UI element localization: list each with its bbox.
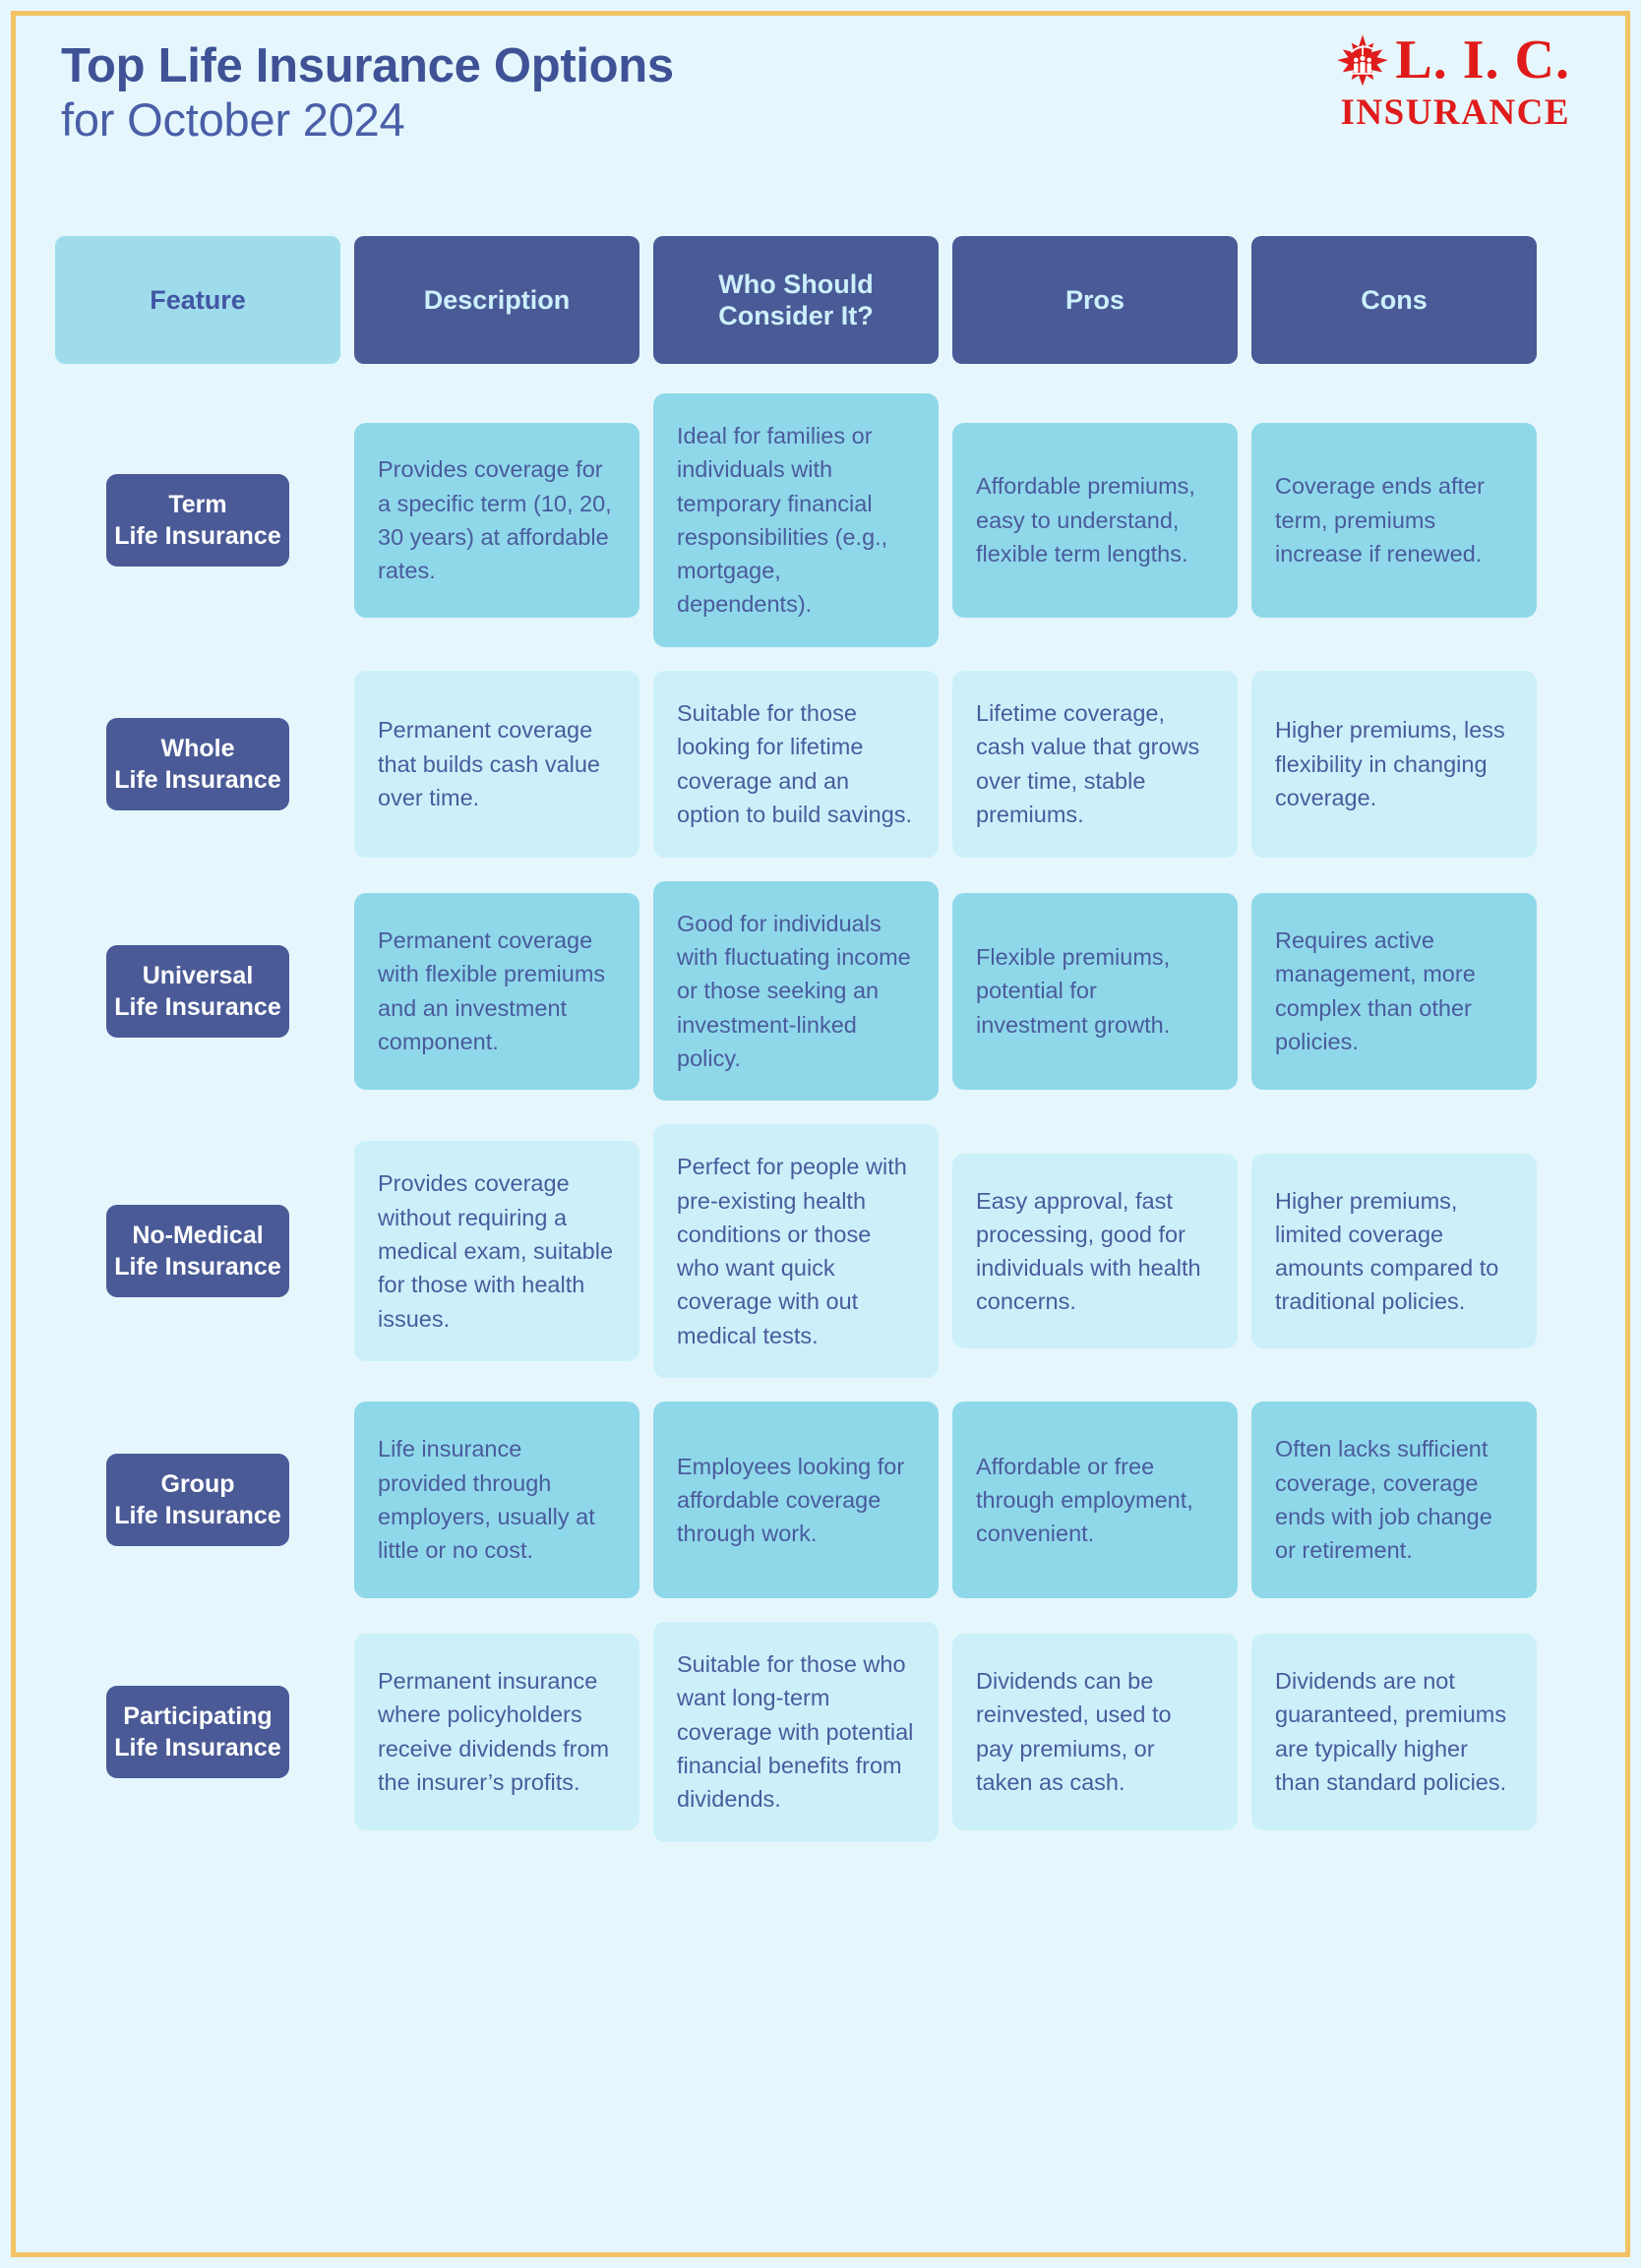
cell-description: Permanent coverage with flexible premium…: [354, 892, 639, 1090]
feature-name-line2: Life Insurance: [114, 521, 281, 550]
cell-description: Provides coverage without requiring a me…: [354, 1141, 639, 1361]
table-row: Group Life Insurance Life insurance prov…: [55, 1402, 1590, 1599]
cell-cons: Dividends are not guaranteed, premiums a…: [1251, 1633, 1537, 1830]
logo-text-secondary: INSURANCE: [1340, 92, 1570, 133]
lic-insurance-logo: L. I. C. INSURANCE: [1290, 30, 1570, 138]
maple-leaf-family-icon: [1334, 32, 1391, 88]
feature-cell: Participating Life Insurance: [55, 1685, 340, 1778]
cell-pros: Easy approval, fast processing, good for…: [952, 1154, 1238, 1349]
cell-who-should-consider: Good for individuals with fluctuating in…: [653, 880, 939, 1102]
cell-cons: Higher premiums, less flexibility in cha…: [1251, 670, 1537, 858]
cell-who-should-consider: Perfect for people with pre-existing hea…: [653, 1124, 939, 1379]
feature-name-line2: Life Insurance: [114, 1502, 281, 1530]
column-header-who-should-consider: Who Should Consider It?: [653, 236, 939, 364]
cell-pros: Affordable premiums, easy to understand,…: [952, 422, 1238, 618]
feature-pill: Whole Life Insurance: [106, 717, 289, 810]
table-row: No-Medical Life Insurance Provides cover…: [55, 1124, 1590, 1379]
feature-cell: Term Life Insurance: [55, 473, 340, 567]
column-header-feature: Feature: [55, 236, 340, 364]
feature-name-line2: Life Insurance: [114, 1733, 281, 1761]
cell-who-should-consider: Suitable for those who want long-term co…: [653, 1622, 939, 1842]
cell-pros: Dividends can be reinvested, used to pay…: [952, 1633, 1238, 1830]
feature-pill: Group Life Insurance: [106, 1454, 289, 1547]
table-row: Participating Life Insurance Permanent i…: [55, 1622, 1590, 1842]
cell-who-should-consider: Ideal for families or individuals with t…: [653, 393, 939, 647]
feature-pill: Term Life Insurance: [106, 473, 289, 567]
cell-cons: Often lacks sufficient coverage, coverag…: [1251, 1402, 1537, 1599]
feature-cell: No-Medical Life Insurance: [55, 1205, 340, 1298]
feature-pill: Universal Life Insurance: [106, 944, 289, 1038]
column-header-who-line1: Who Should: [718, 269, 874, 299]
page-title: Top Life Insurance Options for October 2…: [61, 39, 674, 147]
cell-who-should-consider: Suitable for those looking for lifetime …: [653, 670, 939, 858]
table-row: Universal Life Insurance Permanent cover…: [55, 880, 1590, 1102]
table-row: Term Life Insurance Provides coverage fo…: [55, 393, 1590, 647]
feature-name-line1: No-Medical: [132, 1222, 264, 1250]
title-line-1: Top Life Insurance Options: [61, 39, 674, 92]
cell-who-should-consider: Employees looking for affordable coverag…: [653, 1402, 939, 1599]
cell-description: Life insurance provided through employer…: [354, 1402, 639, 1599]
page-header: Top Life Insurance Options for October 2…: [0, 0, 1641, 226]
logo-text-primary: L. I. C.: [1395, 30, 1570, 90]
feature-name-line1: Group: [160, 1470, 235, 1499]
cell-description: Provides coverage for a specific term (1…: [354, 422, 639, 618]
comparison-table: Feature Description Who Should Consider …: [55, 236, 1590, 1864]
feature-name-line1: Universal: [142, 961, 254, 989]
cell-description: Permanent insurance where policyholders …: [354, 1633, 639, 1830]
column-header-description: Description: [354, 236, 639, 364]
cell-pros: Affordable or free through employment, c…: [952, 1402, 1238, 1599]
feature-cell: Whole Life Insurance: [55, 717, 340, 810]
feature-name-line1: Term: [168, 490, 227, 518]
column-header-cons: Cons: [1251, 236, 1537, 364]
table-row: Whole Life Insurance Permanent coverage …: [55, 670, 1590, 858]
title-line-2: for October 2024: [61, 92, 405, 146]
feature-name-line1: Participating: [123, 1701, 273, 1730]
feature-pill: Participating Life Insurance: [106, 1685, 289, 1778]
logo-top-row: L. I. C.: [1290, 30, 1570, 90]
feature-cell: Universal Life Insurance: [55, 944, 340, 1038]
table-header-row: Feature Description Who Should Consider …: [55, 236, 1590, 364]
cell-pros: Flexible premiums, potential for investm…: [952, 892, 1238, 1090]
feature-pill: No-Medical Life Insurance: [106, 1205, 289, 1298]
cell-description: Permanent coverage that builds cash valu…: [354, 670, 639, 858]
cell-cons: Higher premiums, limited coverage amount…: [1251, 1154, 1537, 1349]
feature-name-line2: Life Insurance: [114, 1253, 281, 1282]
feature-cell: Group Life Insurance: [55, 1454, 340, 1547]
column-header-pros: Pros: [952, 236, 1238, 364]
cell-pros: Lifetime coverage, cash value that grows…: [952, 670, 1238, 858]
feature-name-line2: Life Insurance: [114, 765, 281, 794]
cell-cons: Coverage ends after term, premiums incre…: [1251, 422, 1537, 618]
feature-name-line1: Whole: [160, 734, 235, 762]
column-header-who-line2: Consider It?: [718, 301, 874, 330]
feature-name-line2: Life Insurance: [114, 992, 281, 1021]
cell-cons: Requires active management, more complex…: [1251, 892, 1537, 1090]
